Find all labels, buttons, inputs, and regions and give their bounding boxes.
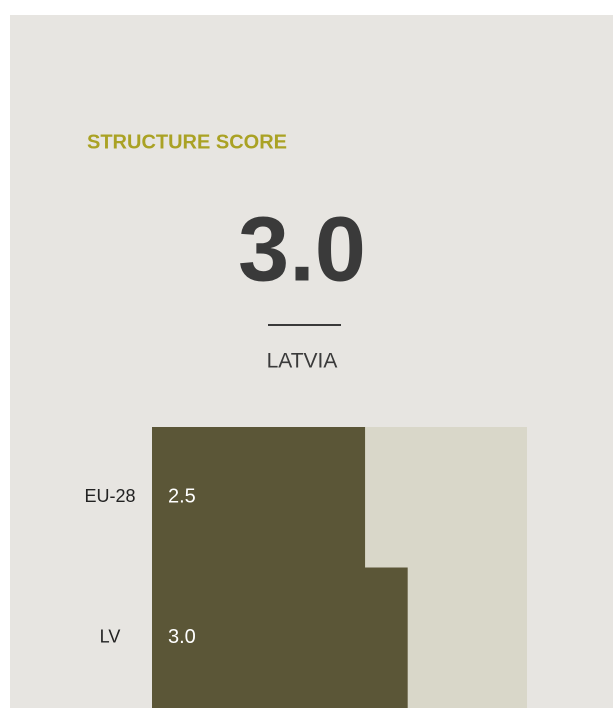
category-label: LV	[100, 627, 121, 647]
value-label: 2.5	[168, 486, 196, 508]
bar-chart: 2.5 EU-28 3.0 LV	[84, 427, 527, 708]
value-label: 3.0	[168, 626, 196, 648]
country: LATVIA	[267, 350, 338, 373]
bar	[152, 567, 408, 708]
bar	[152, 427, 366, 568]
category-label: EU-28	[84, 486, 135, 506]
score: 3.0	[238, 198, 366, 300]
panel-title: STRUCTURE SCORE	[87, 131, 287, 153]
